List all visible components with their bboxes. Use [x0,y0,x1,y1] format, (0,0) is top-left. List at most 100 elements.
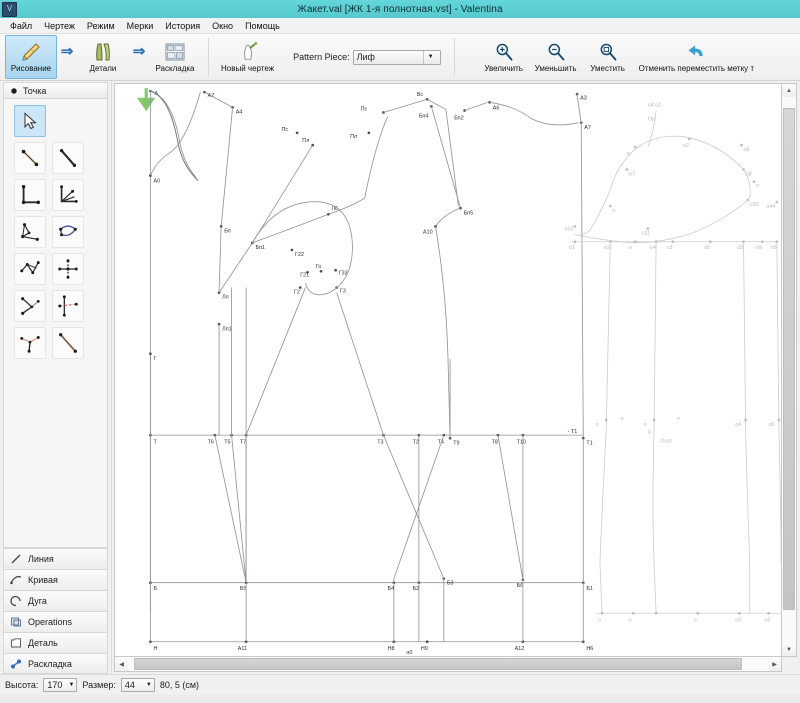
tool-point-line-intersect[interactable] [52,327,84,359]
group-operations[interactable]: Operations [3,611,108,632]
hscroll-track[interactable] [128,657,768,671]
pattern-piece-select[interactable]: Лиф ▼ [352,49,441,65]
group-line[interactable]: Линия [3,548,108,569]
toolbar-details-mode[interactable]: Детали [77,35,129,79]
menu-file[interactable]: Файл [10,20,33,31]
tool-point-intersect-axis[interactable] [52,179,84,211]
menu-history[interactable]: История [165,20,201,31]
svg-text:Пл: Пл [302,138,309,144]
svg-text:о3: о3 [667,245,673,251]
scroll-right-arrow-icon[interactable]: ▶ [768,657,781,671]
tool-point-cross-circles[interactable] [52,253,84,285]
canvas-vertical-scrollbar[interactable]: ▲ ▼ [782,83,797,657]
height-value: 170 [47,680,63,690]
svg-text:A2: A2 [208,93,215,99]
chevron-down-icon: ▼ [422,50,438,64]
point-tools-grid [8,105,103,359]
toolbar-zoom-fit[interactable]: Уместить [582,35,634,79]
svg-text:Н9: Н9 [421,646,428,652]
svg-text:Т4: Т4 [438,439,444,445]
cursor-arrow-icon [24,112,37,130]
svg-text:Б2: Б2 [413,586,420,592]
svg-text:о4: о4 [735,422,741,428]
menu-help[interactable]: Помощь [245,20,280,31]
svg-text:Лп: Лп [222,295,229,301]
main-toolbar: Рисование ⇒ Детали ⇒ [0,34,800,81]
axis-intersect-icon [60,185,78,203]
svg-text:н0: н0 [406,650,412,656]
title-bar: V Жакет.val [ЖК 1-я полнотная.vst] - Val… [0,0,800,18]
svg-text:Г3: Г3 [340,289,346,295]
app-icon: V [2,1,17,17]
tool-point-bisector[interactable] [52,290,84,322]
scroll-down-arrow-icon[interactable]: ▼ [782,643,796,656]
toolbar-draw-mode[interactable]: Рисование [5,35,57,79]
svg-text:о: о [596,422,599,428]
size-select[interactable]: 44 ▼ [120,678,155,692]
point-icon [10,87,18,95]
menu-window[interactable]: Окно [212,20,234,31]
svg-text:о: о [677,416,680,422]
tool-select-arrow[interactable] [14,105,46,137]
toolbar-zoom-fit-label: Уместить [590,64,625,73]
group-layout[interactable]: Раскладка [3,653,108,674]
svg-text:о11: о11 [642,231,651,237]
svg-text:о: о [612,208,615,214]
zoom-fit-icon [598,39,618,64]
layout-grid-icon [163,39,187,64]
tool-point-perpendicular[interactable] [14,179,46,211]
toolbar-zoom-out[interactable]: Уменьшить [530,35,582,79]
tool-true-darts[interactable] [14,327,46,359]
tool-point-at-distance-angle[interactable] [14,142,46,174]
hscroll-thumb[interactable] [134,658,743,670]
svg-text:A4: A4 [236,110,243,116]
svg-text:Г22: Г22 [295,252,304,258]
vscroll-track[interactable] [782,97,796,643]
svg-text:Т10: Т10 [517,439,526,445]
vscroll-thumb[interactable] [783,107,795,611]
tool-point-from-x-y[interactable] [14,290,46,322]
svg-text:Бп2: Бп2 [454,116,464,122]
scroll-corner [782,657,797,672]
svg-text:Лп1: Лп1 [222,326,232,332]
toolbar-zoom-in-label: Увеличить [484,64,523,73]
canvas-area: A A0 A2 A4 [112,81,800,674]
main-body: Точка [0,81,800,674]
pattern-canvas[interactable]: A A0 A2 A4 [114,83,782,657]
cross-circles-icon [58,259,78,279]
group-arc[interactable]: Дуга [3,590,108,611]
menu-bar: Файл Чертеж Режим Мерки История Окно Пом… [0,18,800,34]
toolbar-layout-mode[interactable]: Раскладка [149,35,201,79]
tool-triangle[interactable] [14,216,46,248]
svg-text:Т: Т [154,439,158,445]
tool-point-of-contact[interactable] [52,216,84,248]
tool-point-along-line[interactable] [52,142,84,174]
menu-drawing[interactable]: Чертеж [44,20,75,31]
curve-icon [10,574,24,586]
group-curve-label: Кривая [28,575,58,585]
pattern-drawing: A A0 A2 A4 [137,88,781,656]
perpendicular-icon [21,185,40,205]
toolbar-new-drawing[interactable]: Новый чертеж [216,35,279,79]
tool-point-intersect-arcs[interactable] [14,253,46,285]
menu-measurements[interactable]: Мерки [126,20,154,31]
group-detail-label: Деталь [28,638,58,648]
toolbar-zoom-in[interactable]: Увеличить [478,35,530,79]
svg-text:Г: Г [154,356,157,362]
group-detail[interactable]: Деталь [3,632,108,653]
scroll-left-arrow-icon[interactable]: ◀ [115,657,128,671]
svg-text:A11: A11 [238,646,247,652]
pencil-icon [19,39,43,64]
toolbar-undo[interactable]: Отменить переместить метку т [634,35,759,79]
menu-mode[interactable]: Режим [86,20,115,31]
arrow-right-icon-2: ⇒ [132,43,146,60]
svg-text:о8: о8 [744,147,750,153]
height-select[interactable]: 170 ▼ [43,678,78,692]
tool-group-point-header[interactable]: Точка [3,82,108,98]
svg-text:о7: о7 [629,172,635,178]
canvas-horizontal-scrollbar[interactable]: ◀ ▶ [114,657,782,672]
zoom-out-icon [546,39,566,64]
group-curve[interactable]: Кривая [3,569,108,590]
svg-text:о: о [644,422,647,428]
scroll-up-arrow-icon[interactable]: ▲ [782,84,796,97]
